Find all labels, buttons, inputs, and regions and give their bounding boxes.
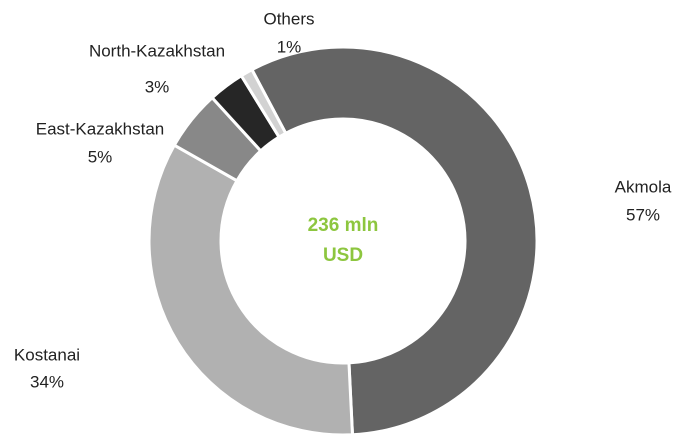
segment-value-label: 5%: [88, 147, 113, 166]
segment-label: Others: [263, 9, 314, 28]
segment-value-label: 1%: [277, 37, 302, 56]
segment-value-label: 3%: [145, 77, 170, 96]
segment-value-label: 34%: [30, 372, 64, 391]
center-text: 236 mln: [308, 215, 379, 236]
donut-segment: [249, 45, 539, 437]
segment-label: North-Kazakhstan: [89, 41, 225, 60]
segment-label: Akmola: [615, 177, 672, 196]
segment-value-label: 57%: [626, 205, 660, 224]
donut-segment: [239, 67, 288, 140]
center-text: USD: [323, 245, 363, 266]
donut-segment: [147, 143, 355, 437]
segment-label: East-Kazakhstan: [36, 119, 165, 138]
segment-label: Kostanai: [14, 345, 80, 364]
